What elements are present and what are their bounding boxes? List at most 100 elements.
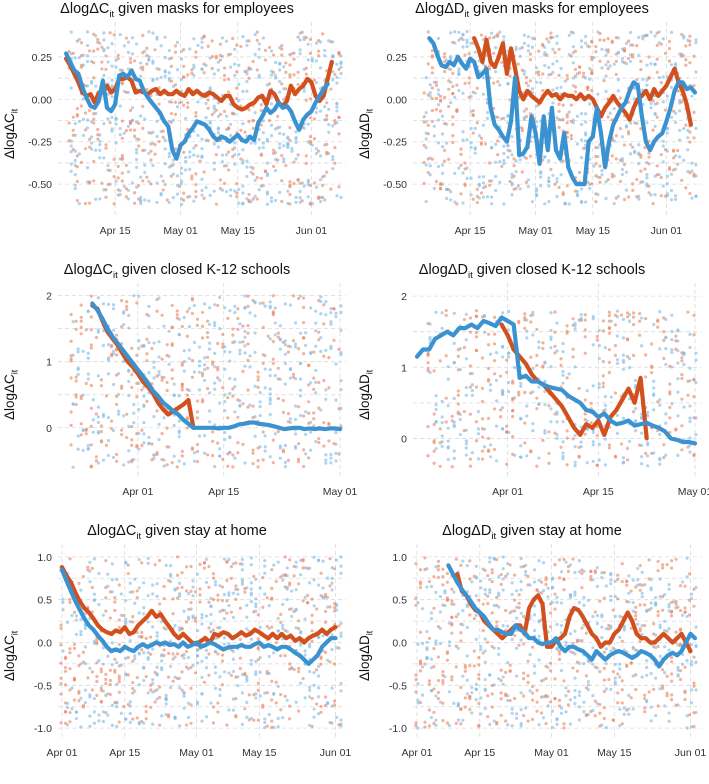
scatter-point-red: [229, 576, 233, 580]
scatter-point-blue: [440, 326, 444, 330]
scatter-point-red: [606, 115, 610, 119]
scatter-point-red: [271, 294, 275, 298]
scatter-point-red: [283, 694, 287, 698]
scatter-point-blue: [465, 603, 469, 607]
scatter-point-blue: [481, 92, 486, 96]
scatter-point-blue: [263, 592, 267, 596]
scatter-point-blue: [71, 320, 75, 324]
scatter-point-blue: [568, 632, 573, 636]
scatter-point-blue: [688, 450, 692, 454]
scatter-point-blue: [202, 356, 207, 360]
scatter-point-blue: [312, 604, 316, 608]
scatter-point-red: [475, 187, 479, 192]
scatter-point-red: [90, 670, 94, 674]
scatter-point-blue: [133, 689, 137, 693]
scatter-point-blue: [670, 348, 674, 352]
scatter-point-red: [221, 342, 225, 346]
scatter-point-red: [296, 82, 300, 87]
scatter-point-red: [99, 378, 104, 382]
scatter-point-red: [218, 178, 223, 182]
scatter-point-blue: [621, 456, 626, 460]
scatter-point-blue: [434, 394, 438, 398]
scatter-point-red: [613, 313, 618, 317]
scatter-point-red: [686, 445, 690, 449]
scatter-point-blue: [314, 147, 319, 151]
scatter-point-blue: [519, 417, 523, 421]
scatter-point-blue: [276, 560, 280, 564]
scatter-point-red: [234, 714, 238, 718]
scatter-point-red: [583, 318, 587, 322]
scatter-point-blue: [501, 427, 505, 431]
scatter-point-red: [161, 179, 165, 183]
scatter-point-blue: [457, 67, 461, 71]
scatter-point-blue: [197, 364, 202, 368]
scatter-point-red: [322, 379, 326, 383]
scatter-point-red: [89, 315, 93, 319]
scatter-point-red: [218, 58, 223, 62]
scatter-point-red: [553, 677, 557, 681]
scatter-point-red: [74, 375, 78, 379]
scatter-point-blue: [172, 454, 176, 458]
scatter-point-red: [328, 584, 332, 588]
scatter-point-blue: [330, 633, 334, 637]
scatter-point-red: [590, 40, 594, 44]
scatter-point-red: [562, 557, 566, 561]
scatter-point-red: [92, 159, 96, 163]
scatter-point-blue: [223, 393, 227, 397]
scatter-point-red: [625, 315, 630, 319]
scatter-point-red: [659, 175, 663, 180]
scatter-point-red: [302, 336, 306, 340]
scatter-point-red: [276, 158, 280, 162]
scatter-point-blue: [293, 345, 298, 349]
scatter-point-red: [625, 446, 630, 450]
scatter-point-blue: [555, 722, 559, 726]
scatter-point-red: [288, 180, 292, 184]
scatter-point-red: [112, 33, 116, 37]
scatter-point-red: [231, 465, 235, 469]
scatter-point-red: [517, 593, 521, 597]
scatter-point-blue: [263, 717, 267, 721]
scatter-point-blue: [298, 394, 303, 398]
scatter-point-blue: [323, 198, 327, 202]
scatter-point-red: [59, 676, 63, 680]
scatter-point-blue: [316, 712, 321, 716]
scatter-point-blue: [298, 38, 302, 42]
scatter-point-red: [231, 154, 235, 159]
scatter-point-red: [423, 567, 427, 572]
scatter-point-blue: [304, 331, 308, 335]
scatter-point-blue: [603, 394, 607, 399]
scatter-point-red: [296, 442, 301, 446]
scatter-point-red: [524, 114, 528, 119]
scatter-point-blue: [218, 295, 222, 300]
scatter-point-blue: [127, 313, 131, 318]
scatter-point-blue: [172, 423, 176, 428]
scatter-point-blue: [231, 591, 235, 595]
scatter-point-red: [170, 368, 174, 372]
scatter-point-blue: [77, 152, 81, 156]
scatter-point-red: [226, 316, 230, 320]
scatter-point-red: [480, 449, 485, 453]
scatter-point-blue: [494, 188, 498, 193]
scatter-point-red: [524, 156, 528, 160]
scatter-point-red: [477, 701, 481, 706]
scatter-point-blue: [488, 383, 493, 387]
scatter-point-blue: [106, 572, 110, 576]
scatter-point-blue: [71, 402, 75, 406]
scatter-point-blue: [621, 416, 626, 420]
scatter-point-blue: [128, 711, 132, 716]
scatter-point-blue: [571, 61, 575, 65]
scatter-point-blue: [273, 60, 278, 65]
scatter-point-blue: [489, 31, 494, 35]
scatter-point-blue: [282, 97, 286, 102]
scatter-point-blue: [483, 660, 487, 664]
scatter-point-red: [512, 157, 516, 161]
scatter-point-red: [120, 153, 124, 158]
scatter-point-blue: [329, 456, 333, 460]
scatter-point-blue: [218, 454, 222, 458]
scatter-point-blue: [579, 445, 583, 449]
scatter-point-blue: [314, 80, 319, 85]
scatter-point-red: [68, 647, 72, 651]
scatter-point-blue: [92, 598, 96, 603]
scatter-point-red: [662, 356, 666, 361]
scatter-point-red: [99, 700, 103, 704]
